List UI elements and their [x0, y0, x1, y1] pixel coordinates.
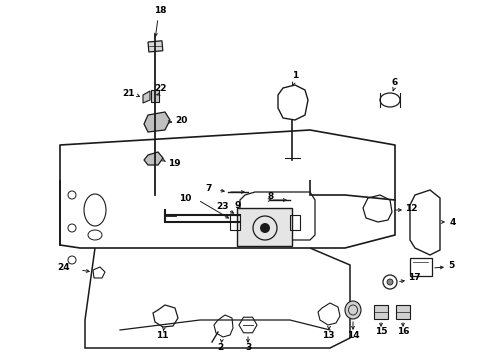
Ellipse shape [345, 301, 361, 319]
Text: 8: 8 [268, 192, 274, 201]
Text: 6: 6 [392, 77, 398, 86]
Circle shape [387, 279, 393, 285]
Text: 20: 20 [175, 116, 187, 125]
Text: 2: 2 [217, 343, 223, 352]
Text: 7: 7 [206, 184, 212, 193]
Text: 18: 18 [154, 5, 166, 14]
Circle shape [260, 223, 270, 233]
Text: 22: 22 [154, 84, 166, 93]
Bar [290, 215, 300, 230]
Text: 23: 23 [216, 202, 228, 211]
Text: 4: 4 [450, 217, 456, 226]
Bar [237, 208, 292, 246]
Text: 19: 19 [168, 158, 181, 167]
Text: 14: 14 [347, 330, 359, 339]
Polygon shape [144, 112, 170, 132]
Text: 12: 12 [405, 203, 417, 212]
Bar [151, 90, 159, 102]
Text: 16: 16 [397, 328, 409, 337]
Text: 1: 1 [292, 71, 298, 80]
Text: 21: 21 [122, 89, 134, 98]
Text: 11: 11 [156, 330, 168, 339]
Bar [148, 41, 163, 52]
Bar [374, 305, 388, 319]
Text: 5: 5 [448, 261, 454, 270]
Text: 17: 17 [408, 274, 420, 283]
Text: 9: 9 [235, 201, 241, 210]
Text: 15: 15 [375, 328, 387, 337]
Text: 10: 10 [179, 194, 191, 202]
Polygon shape [144, 152, 163, 165]
Bar [396, 305, 410, 319]
Polygon shape [143, 91, 150, 103]
Bar [410, 258, 432, 276]
Text: 24: 24 [57, 264, 70, 273]
Bar [230, 215, 240, 230]
Text: 13: 13 [322, 330, 334, 339]
Text: 3: 3 [245, 343, 251, 352]
